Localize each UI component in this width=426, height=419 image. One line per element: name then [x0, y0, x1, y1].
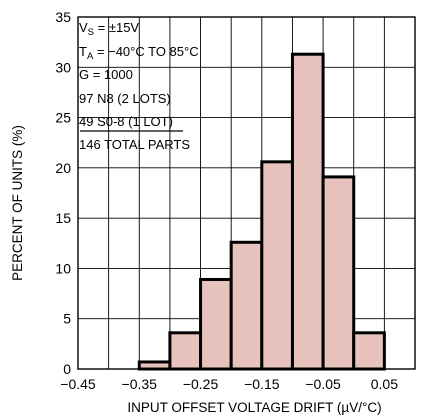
- x-axis-label: INPUT OFFSET VOLTAGE DRIFT (µV/°C): [127, 400, 381, 415]
- histogram-bar: [137, 360, 172, 371]
- x-tick-label: −0.45: [60, 376, 96, 392]
- y-tick-label: 35: [55, 9, 71, 25]
- y-tick-label: 20: [55, 160, 71, 176]
- annotation-total-parts: 146 TOTAL PARTS: [79, 137, 190, 152]
- y-tick-label: 5: [63, 311, 71, 327]
- annotation-lot-n8: 97 N8 (2 LOTS): [79, 91, 171, 106]
- x-tick-label: 0.05: [371, 376, 398, 392]
- histogram-bar: [260, 160, 294, 371]
- tick-labels: 0 5 10 15 20 25 30 35 −0.45 −0.35 −0.25 −0.15 −0.05 0…: [55, 9, 398, 392]
- y-tick-label: 25: [55, 110, 71, 126]
- histogram-bar: [321, 175, 356, 371]
- annotation-supply-voltage: VS = ±15V: [79, 20, 139, 38]
- annotation-block: VS = ±15V TA = −40°C TO 85°C G = 1000 97…: [79, 20, 199, 152]
- x-tick-label: −0.05: [305, 376, 341, 392]
- histogram-bars: [137, 52, 386, 371]
- x-tick-label: −0.35: [122, 376, 158, 392]
- x-tick-label: −0.25: [183, 376, 219, 392]
- y-tick-label: 15: [55, 210, 71, 226]
- y-tick-label: 30: [55, 59, 71, 75]
- histogram-bar: [352, 331, 386, 371]
- annotation-lot-so8: 49 S0-8 (1 LOT): [79, 114, 173, 129]
- histogram-bar: [168, 331, 203, 371]
- plot-frame: [77, 16, 416, 370]
- annotation-temperature-range: TA = −40°C TO 85°C: [79, 44, 199, 62]
- y-axis-label: PERCENT OF UNITS (%): [10, 125, 25, 281]
- y-tick-label: 10: [55, 260, 71, 276]
- histogram-bar: [199, 277, 233, 371]
- x-tick-label: −0.15: [244, 376, 280, 392]
- annotation-gain: G = 1000: [79, 67, 133, 82]
- histogram-bar: [229, 240, 264, 371]
- histogram-bar: [290, 52, 325, 371]
- y-tick-label: 0: [63, 361, 71, 377]
